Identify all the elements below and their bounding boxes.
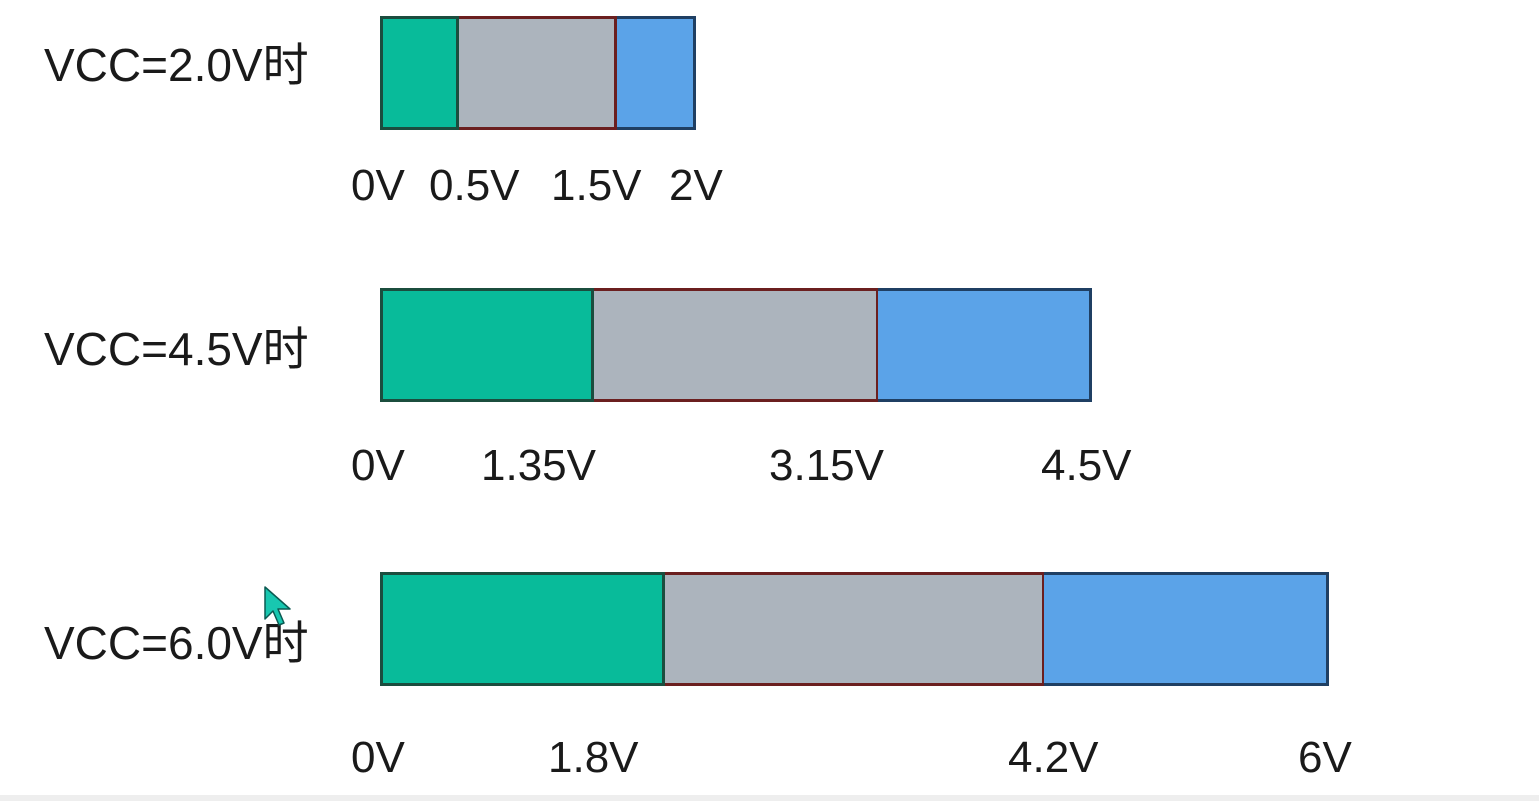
bottom-divider (0, 795, 1539, 801)
row-label-vcc-6v: VCC=6.0V时 (44, 617, 309, 669)
undefined-level-segment (459, 16, 617, 130)
low-level-segment (380, 16, 459, 130)
high-level-segment (1044, 572, 1329, 686)
voltage-bar-vcc-4-5v (380, 288, 1092, 402)
tick-label: 0V (351, 441, 405, 490)
tick-label: 1.5V (551, 161, 642, 210)
voltage-bar-vcc-2v (380, 16, 696, 130)
tick-label: 4.2V (1008, 733, 1099, 782)
low-level-segment (380, 288, 594, 402)
tick-label: 0V (351, 733, 405, 782)
row-label-vcc-4-5v: VCC=4.5V时 (44, 323, 309, 375)
tick-label: 3.15V (769, 441, 884, 490)
low-level-segment (380, 572, 665, 686)
undefined-level-segment (665, 572, 1045, 686)
high-level-segment (617, 16, 696, 130)
mouse-pointer-icon (264, 586, 291, 626)
high-level-segment (878, 288, 1092, 402)
undefined-level-segment (594, 288, 879, 402)
tick-label: 1.35V (481, 441, 596, 490)
voltage-bar-vcc-6v (380, 572, 1329, 686)
tick-label: 1.8V (548, 733, 639, 782)
tick-label: 0.5V (429, 161, 520, 210)
tick-label: 4.5V (1041, 441, 1132, 490)
tick-label: 6V (1298, 733, 1352, 782)
tick-label: 2V (669, 161, 723, 210)
row-label-vcc-2v: VCC=2.0V时 (44, 39, 309, 91)
tick-label: 0V (351, 161, 405, 210)
